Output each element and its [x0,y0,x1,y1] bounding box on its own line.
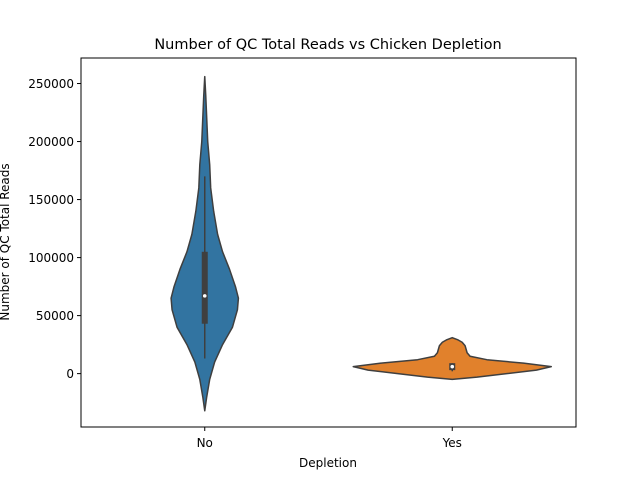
y-tick-label: 100000 [28,251,74,265]
y-tick-label: 50000 [36,309,74,323]
iqr-box [201,251,208,324]
y-tick-label: 0 [66,367,74,381]
y-tick-label: 150000 [28,193,74,207]
y-axis-label: Number of QC Total Reads [0,163,12,320]
chart-title: Number of QC Total Reads vs Chicken Depl… [154,37,501,53]
y-axis: 0 50000 100000 150000 200000 250000 [28,77,81,381]
plot-area [170,75,552,412]
violin-yes [352,336,552,381]
x-axis-label: Depletion [299,456,357,470]
y-tick-label: 250000 [28,77,74,91]
x-axis: No Yes [197,427,462,450]
median-marker [450,364,455,369]
median-marker [202,294,207,298]
y-tick-label: 200000 [28,135,74,149]
x-tick-label: No [197,436,213,450]
x-tick-label: Yes [442,436,462,450]
plot-frame [80,57,577,428]
